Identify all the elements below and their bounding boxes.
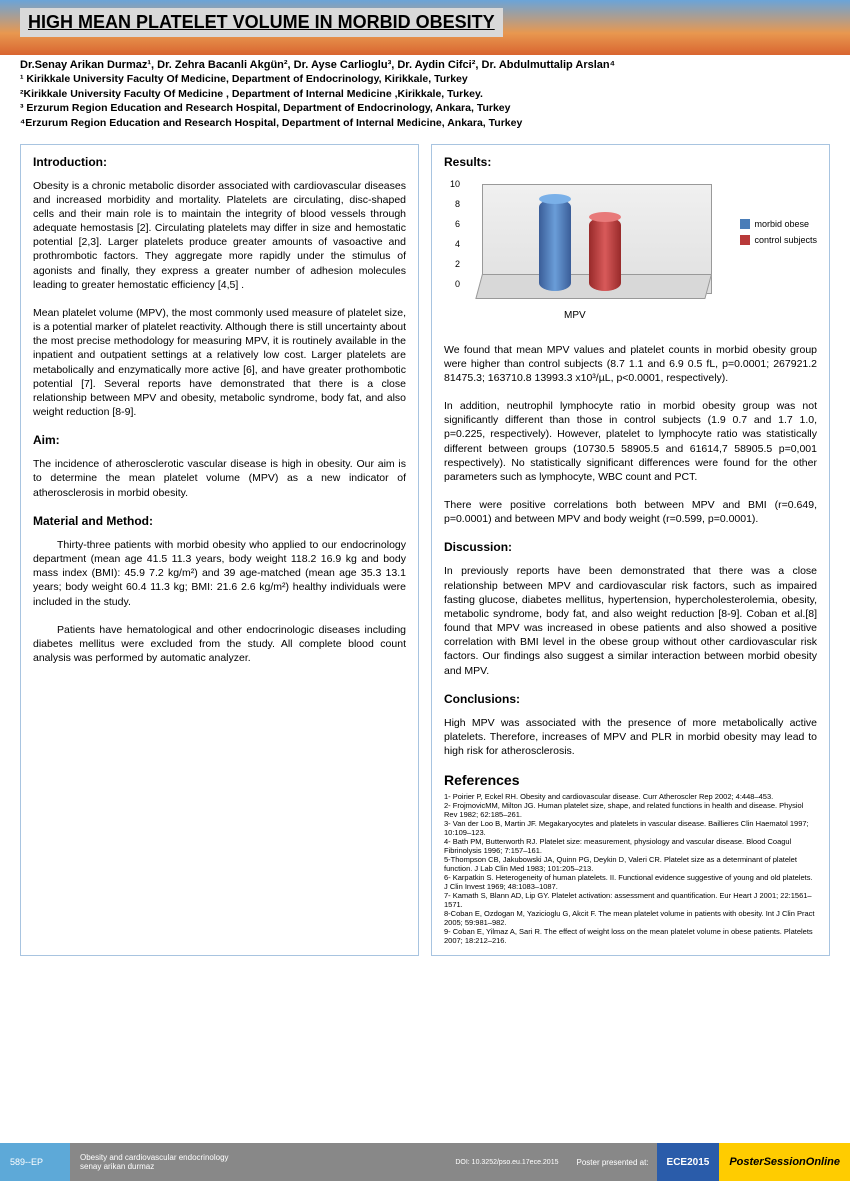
footer-code: 589--EP <box>0 1143 70 1181</box>
legend-sq-morbid <box>740 219 750 229</box>
legend-morbid: morbid obese <box>740 219 817 229</box>
intro-p2: Mean platelet volume (MPV), the most com… <box>33 306 406 419</box>
chart-x-label: MPV <box>564 310 586 321</box>
affil-2: ²Kirikkale University Faculty Of Medicin… <box>20 88 830 102</box>
authors-line: Dr.Senay Arikan Durmaz¹, Dr. Zehra Bacan… <box>20 59 830 71</box>
legend-sq-control <box>740 235 750 245</box>
footer-topic-text: Obesity and cardiovascular endocrinology <box>80 1153 229 1162</box>
references-list: 1- Poirier P, Eckel RH. Obesity and card… <box>444 792 817 945</box>
header-banner: HIGH MEAN PLATELET VOLUME IN MORBID OBES… <box>0 0 850 55</box>
content-columns: Introduction: Obesity is a chronic metab… <box>0 132 850 957</box>
footer-bar: 589--EP Obesity and cardiovascular endoc… <box>0 1143 850 1181</box>
conc-p: High MPV was associated with the presenc… <box>444 716 817 759</box>
aim-p: The incidence of atherosclerotic vascula… <box>33 457 406 500</box>
aim-title: Aim: <box>33 433 406 447</box>
results-p2: In addition, neutrophil lymphocyte ratio… <box>444 399 817 484</box>
disc-p: In previously reports have been demonstr… <box>444 564 817 677</box>
bar-morbid-obese <box>539 199 571 291</box>
footer-topic: Obesity and cardiovascular endocrinology… <box>70 1143 568 1181</box>
ref-2: 2- FrojmovicMM, Milton JG. Human platele… <box>444 801 817 819</box>
footer-pso-logo: PosterSessionOnline <box>719 1143 850 1181</box>
results-p1: We found that mean MPV values and platel… <box>444 343 817 386</box>
ytick-6: 6 <box>444 219 460 229</box>
bar-control <box>589 217 621 291</box>
footer-conference: ECE2015 <box>657 1143 720 1181</box>
affiliations: ¹ Kirikkale University Faculty Of Medici… <box>20 73 830 131</box>
affil-1: ¹ Kirikkale University Faculty Of Medici… <box>20 73 830 87</box>
ref-9: 9- Coban E, Yilmaz A, Sari R. The effect… <box>444 927 817 945</box>
ref-6: 6- Karpatkin S. Heterogeneity of human p… <box>444 873 817 891</box>
intro-p1: Obesity is a chronic metabolic disorder … <box>33 179 406 292</box>
affil-4: ⁴Erzurum Region Education and Research H… <box>20 117 830 131</box>
right-column: Results: 10 8 6 4 2 0 morbid obese <box>431 144 830 957</box>
mm-p1: Thirty-three patients with morbid obesit… <box>33 538 406 609</box>
ref-7: 7- Kamath S, Blann AD, Lip GY. Platelet … <box>444 891 817 909</box>
ref-1: 1- Poirier P, Eckel RH. Obesity and card… <box>444 792 817 801</box>
legend-label-morbid: morbid obese <box>754 219 809 229</box>
legend-control: control subjects <box>740 235 817 245</box>
ref-8: 8-Coban E, Ozdogan M, Yazicioglu G, Akci… <box>444 909 817 927</box>
legend-label-control: control subjects <box>754 235 817 245</box>
ytick-4: 4 <box>444 239 460 249</box>
results-title: Results: <box>444 155 817 169</box>
ref-3: 3- Van der Loo B, Martin JF. Megakaryocy… <box>444 819 817 837</box>
ytick-10: 10 <box>444 179 460 189</box>
affil-3: ³ Erzurum Region Education and Research … <box>20 102 830 116</box>
ytick-8: 8 <box>444 199 460 209</box>
footer-presented: Poster presented at: <box>568 1143 656 1181</box>
refs-title: References <box>444 772 817 788</box>
conc-title: Conclusions: <box>444 692 817 706</box>
chart-legend: morbid obese control subjects <box>740 219 817 251</box>
intro-title: Introduction: <box>33 155 406 169</box>
footer-author: senay arikan durmaz <box>80 1162 229 1171</box>
ytick-0: 0 <box>444 279 460 289</box>
title-bar: HIGH MEAN PLATELET VOLUME IN MORBID OBES… <box>20 8 503 37</box>
footer-doi: DOI: 10.3252/pso.eu.17ece.2015 <box>455 1159 558 1166</box>
mpv-bar-chart: 10 8 6 4 2 0 morbid obese <box>444 179 817 329</box>
results-p3: There were positive correlations both be… <box>444 498 817 526</box>
mm-p2: Patients have hematological and other en… <box>33 623 406 666</box>
poster-title: HIGH MEAN PLATELET VOLUME IN MORBID OBES… <box>28 12 495 33</box>
ref-4: 4- Bath PM, Butterworth RJ. Platelet siz… <box>444 837 817 855</box>
mm-title: Material and Method: <box>33 514 406 528</box>
left-column: Introduction: Obesity is a chronic metab… <box>20 144 419 957</box>
ref-5: 5-Thompson CB, Jakubowski JA, Quinn PG, … <box>444 855 817 873</box>
disc-title: Discussion: <box>444 540 817 554</box>
ytick-2: 2 <box>444 259 460 269</box>
